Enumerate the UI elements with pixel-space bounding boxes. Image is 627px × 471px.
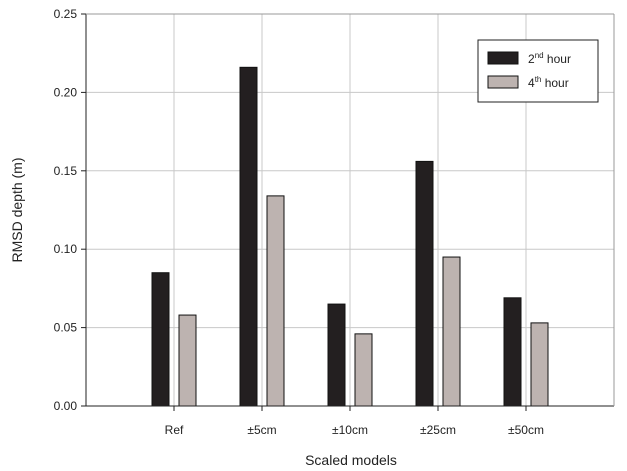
legend-swatch	[487, 75, 519, 89]
x-tick-label: Ref	[165, 423, 184, 437]
bar-series-2	[266, 195, 285, 407]
bar-series-2	[530, 322, 549, 407]
bar-series-1	[239, 66, 258, 407]
bar-series-1	[503, 297, 522, 407]
y-tick-label: 0.25	[54, 7, 78, 21]
grid	[86, 14, 614, 406]
x-tick-label: ±5cm	[247, 423, 276, 437]
bar-series-2	[442, 256, 461, 407]
bars	[151, 66, 549, 407]
x-tick-labels: Ref ±5cm ±10cm ±25cm ±50cm	[165, 423, 544, 437]
legend: 2nd hour 4th hour	[477, 39, 599, 103]
y-tick-labels: 0.00 0.05 0.10 0.15 0.20 0.25	[54, 7, 78, 413]
legend-box	[477, 39, 599, 103]
bar-series-1	[151, 272, 170, 407]
bar-series-1	[415, 160, 434, 407]
legend-entry: 4th hour	[528, 75, 569, 90]
legend-entry: 2nd hour	[528, 51, 571, 66]
y-tick-label: 0.10	[54, 242, 78, 256]
y-tick-label: 0.15	[54, 164, 78, 178]
y-tick-label: 0.20	[54, 85, 78, 99]
bar-series-2	[178, 314, 197, 407]
legend-swatch	[487, 51, 519, 65]
x-tick-label: ±10cm	[332, 423, 368, 437]
y-tick-label: 0.00	[54, 399, 78, 413]
y-axis-label: RMSD depth (m)	[9, 157, 25, 262]
x-tick-label: ±50cm	[508, 423, 544, 437]
bar-series-2	[354, 333, 373, 407]
x-axis-label: Scaled models	[305, 452, 397, 468]
bar-series-1	[327, 303, 346, 407]
axes	[81, 13, 615, 411]
x-tick-label: ±25cm	[420, 423, 456, 437]
y-tick-label: 0.05	[54, 321, 78, 335]
